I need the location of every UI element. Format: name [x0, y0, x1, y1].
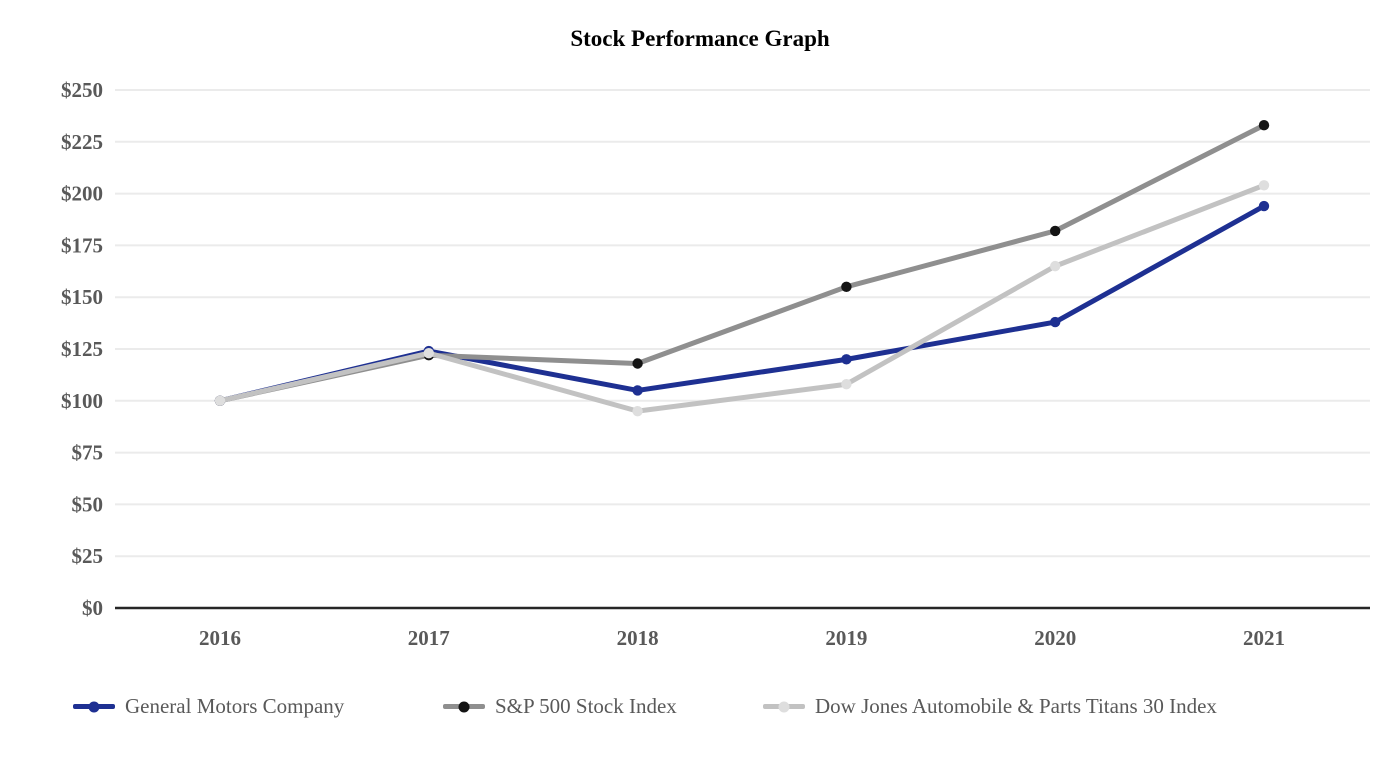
x-tick-label: 2016 [199, 626, 241, 650]
y-tick-label: $250 [61, 78, 103, 102]
y-tick-label: $25 [72, 544, 104, 568]
y-tick-label: $100 [61, 389, 103, 413]
series-line-2 [217, 182, 1267, 414]
legend-label-dow-jones: Dow Jones Automobile & Parts Titans 30 I… [815, 694, 1217, 718]
data-point-marker [1258, 180, 1270, 191]
data-point-marker [841, 281, 852, 293]
chart-title: Stock Performance Graph [570, 26, 830, 51]
series-line-1 [217, 122, 1267, 404]
sp500-series-marker-icon [458, 701, 470, 712]
x-tick-label: 2020 [1034, 626, 1076, 650]
data-point-marker [1050, 225, 1061, 237]
x-tick-label: 2021 [1243, 626, 1285, 650]
dowjones-series-marker-icon [778, 701, 790, 712]
data-point-marker [632, 405, 643, 417]
y-tick-label: $50 [72, 492, 104, 516]
legend-item-general-motors: General Motors Company [73, 694, 344, 719]
y-tick-label: $75 [72, 441, 104, 465]
legend-label-sp500: S&P 500 Stock Index [495, 694, 677, 718]
data-point-marker [1050, 260, 1061, 272]
x-tick-label: 2019 [825, 626, 867, 650]
sp500-series-swatch-icon [443, 701, 485, 712]
data-point-marker [632, 358, 643, 369]
data-point-marker [1258, 120, 1270, 131]
data-point-marker [423, 347, 434, 359]
y-tick-label: $125 [61, 337, 103, 361]
legend-item-sp500: S&P 500 Stock Index [443, 694, 677, 719]
data-point-marker [1050, 316, 1061, 328]
chart-legend: General Motors Company S&P 500 Stock Ind… [0, 694, 1400, 724]
y-tick-label: $225 [61, 130, 103, 154]
y-tick-label: $0 [82, 596, 103, 620]
x-tick-label: 2017 [408, 626, 450, 650]
gm-series-marker-icon [88, 701, 100, 712]
data-point-marker [841, 379, 852, 390]
data-point-marker [1258, 200, 1270, 212]
y-tick-label: $150 [61, 285, 103, 309]
data-point-marker [841, 354, 852, 365]
legend-label-general-motors: General Motors Company [125, 694, 345, 718]
gm-series-swatch-icon [73, 701, 115, 712]
y-tick-label: $200 [61, 182, 103, 206]
series-line-0 [217, 203, 1267, 404]
dowjones-series-swatch-icon [763, 701, 805, 712]
legend-item-dow-jones: Dow Jones Automobile & Parts Titans 30 I… [763, 694, 1217, 719]
data-point-marker [214, 395, 226, 406]
x-tick-label: 2018 [617, 626, 659, 650]
y-tick-label: $175 [61, 233, 103, 257]
data-point-marker [632, 385, 643, 396]
